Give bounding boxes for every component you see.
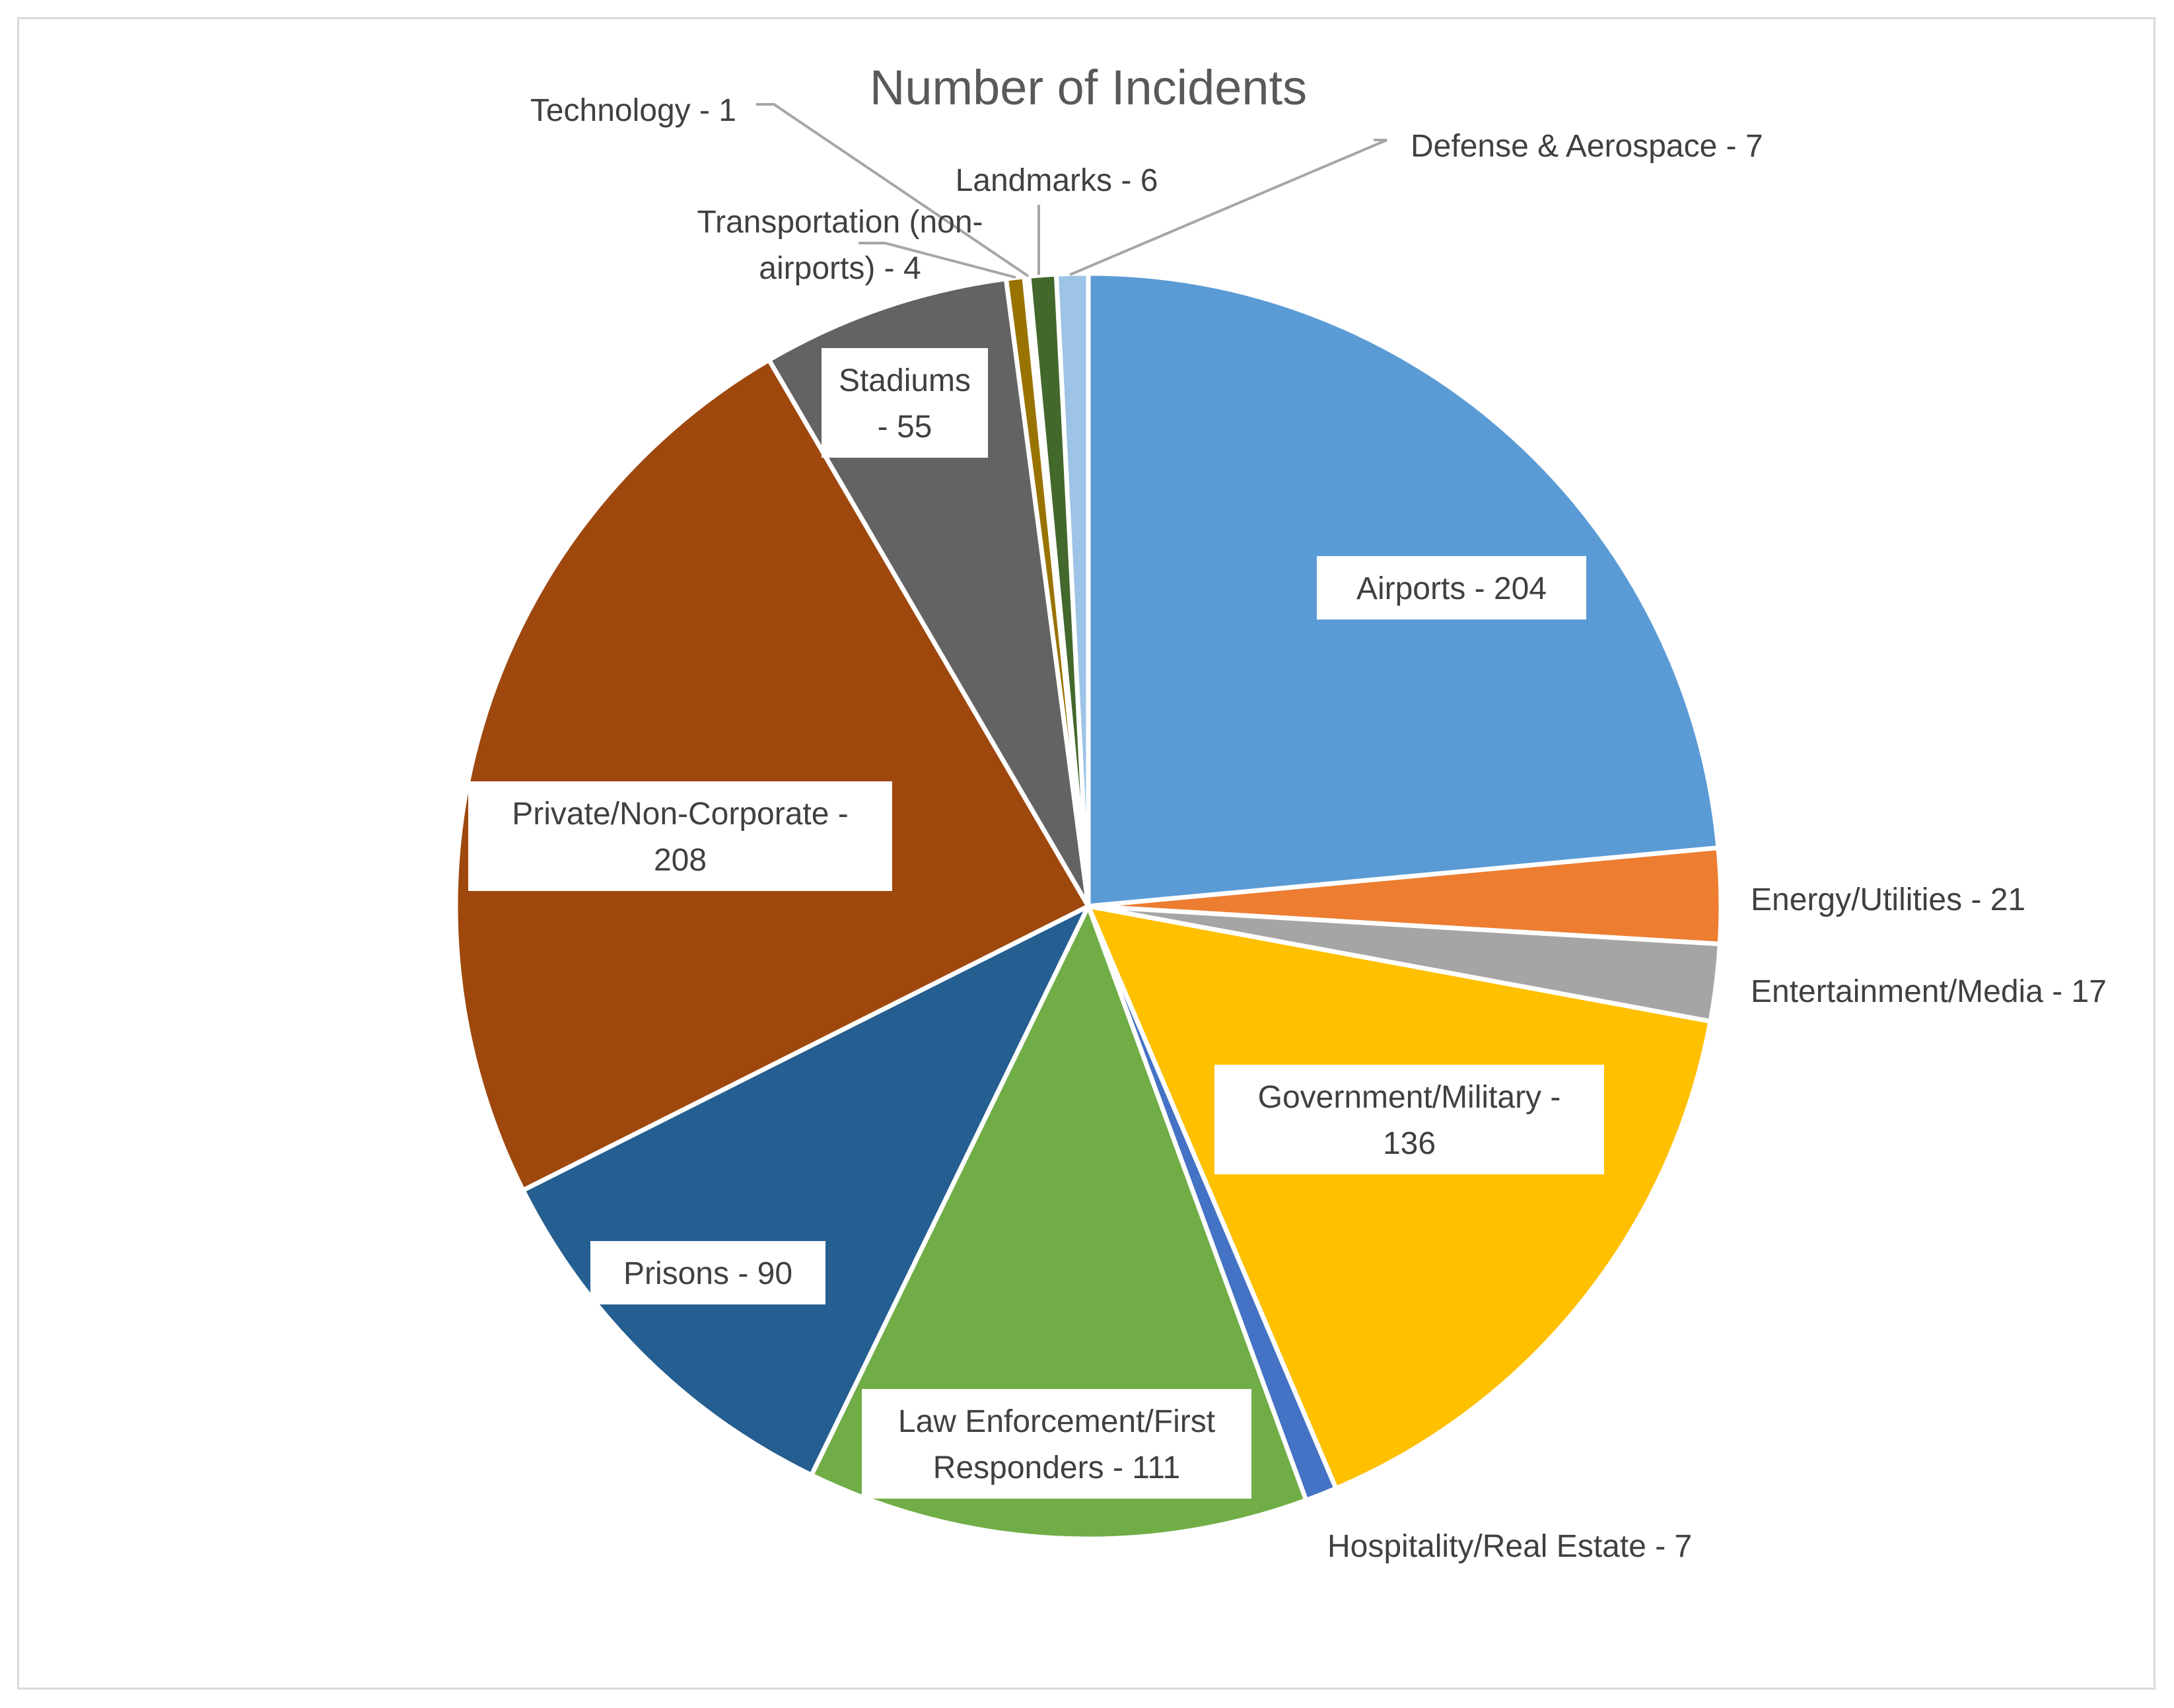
pie-slice-law-enforcement-first-responders [809, 904, 1309, 1542]
data-label-prisons: Prisons - 90 [590, 1241, 825, 1304]
data-label-text: 208 [654, 843, 707, 878]
data-label-text: Law Enforcement/First [898, 1404, 1215, 1439]
pie-slice-government-military [1086, 904, 1713, 1491]
data-label-text: Landmarks - 6 [956, 163, 1158, 198]
data-label-box [468, 781, 892, 891]
data-label-box [862, 1389, 1251, 1499]
data-label-text: 136 [1383, 1126, 1436, 1161]
leader-lines-layer [756, 103, 1387, 279]
chart-title: Number of Incidents [870, 60, 1307, 115]
data-label-text: Entertainment/Media - 17 [1751, 974, 2107, 1009]
data-label-box [822, 348, 988, 458]
data-label-text: Private/Non-Corporate - [512, 797, 849, 832]
data-label-defense-aerospace: Defense & Aerospace - 7 [1411, 129, 1763, 164]
data-label-energy-utilities: Energy/Utilities - 21 [1751, 882, 2025, 917]
leader-line-defense-aerospace [1069, 139, 1387, 276]
data-label-entertainment-media: Entertainment/Media - 17 [1751, 974, 2107, 1009]
data-label-landmarks: Landmarks - 6 [956, 163, 1158, 198]
data-label-transportation-non-airports: Transportation (non-airports) - 4 [697, 205, 983, 286]
data-label-box [590, 1241, 825, 1304]
pie-slice-prisons [520, 904, 1091, 1477]
leader-line-transportation-non-airports [859, 242, 1016, 279]
data-label-text: Prisons - 90 [623, 1256, 792, 1291]
pie-slice-private-non-corporate [453, 357, 1091, 1193]
leader-line-technology [756, 103, 1030, 277]
data-labels-layer: Airports - 204 Energy/Utilities - 21 Enter… [468, 93, 2107, 1564]
data-label-text: Hospitality/Real Estate - 7 [1327, 1529, 1692, 1564]
data-label-text: Defense & Aerospace - 7 [1411, 129, 1763, 164]
data-label-text: Technology - 1 [530, 93, 736, 128]
data-label-text: airports) - 4 [759, 251, 921, 286]
slices-layer [453, 271, 1724, 1542]
data-label-box [1317, 556, 1586, 620]
data-label-government-military: Government/Military - 136 [1214, 1065, 1604, 1174]
data-label-law-enforcement-first-responders: Law Enforcement/First Responders - 111 [862, 1389, 1251, 1499]
data-label-text: Energy/Utilities - 21 [1751, 882, 2025, 917]
data-label-private-non-corporate: Private/Non-Corporate - 208 [468, 781, 892, 891]
data-label-text: Government/Military - [1258, 1080, 1561, 1115]
data-label-text: - 55 [878, 409, 932, 445]
data-label-box [1214, 1065, 1604, 1174]
data-label-text: Transportation (non- [697, 205, 983, 240]
data-label-airports: Airports - 204 [1317, 556, 1586, 620]
data-label-text: Stadiums [839, 363, 971, 398]
data-label-stadiums: Stadiums - 55 [822, 348, 988, 458]
data-label-text: Airports - 204 [1356, 571, 1547, 606]
data-label-technology: Technology - 1 [530, 93, 736, 128]
data-label-text: Responders - 111 [933, 1450, 1180, 1485]
data-label-hospitality-real-estate: Hospitality/Real Estate - 7 [1327, 1529, 1692, 1564]
